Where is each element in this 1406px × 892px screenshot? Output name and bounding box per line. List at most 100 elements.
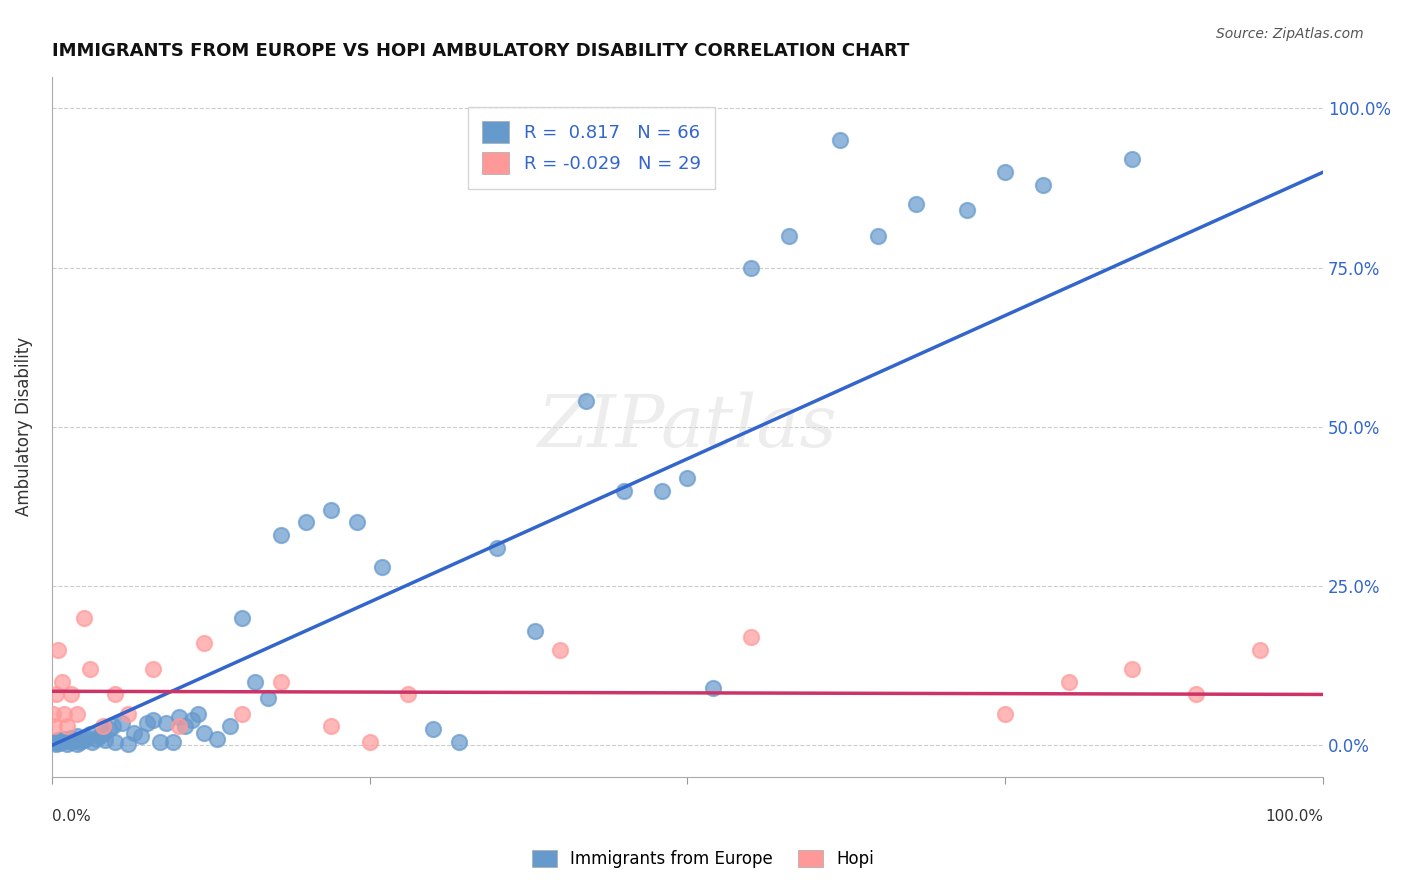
Point bbox=[396, 688, 419, 702]
Point bbox=[155, 716, 177, 731]
Text: 100.0%: 100.0% bbox=[1265, 809, 1323, 824]
Point bbox=[447, 735, 470, 749]
Point bbox=[1121, 662, 1143, 676]
Point bbox=[180, 713, 202, 727]
Point bbox=[91, 719, 114, 733]
Point bbox=[56, 719, 79, 733]
Point bbox=[371, 560, 394, 574]
Point bbox=[740, 260, 762, 275]
Point bbox=[79, 662, 101, 676]
Point bbox=[270, 528, 292, 542]
Legend: Immigrants from Europe, Hopi: Immigrants from Europe, Hopi bbox=[526, 843, 880, 875]
Point bbox=[193, 636, 215, 650]
Point bbox=[72, 732, 94, 747]
Y-axis label: Ambulatory Disability: Ambulatory Disability bbox=[15, 337, 32, 516]
Point bbox=[72, 611, 94, 625]
Point bbox=[1121, 153, 1143, 167]
Point bbox=[89, 729, 111, 743]
Point bbox=[45, 737, 67, 751]
Point bbox=[905, 197, 928, 211]
Point bbox=[136, 716, 159, 731]
Point bbox=[142, 662, 165, 676]
Point bbox=[91, 725, 114, 739]
Point bbox=[321, 719, 343, 733]
Point bbox=[485, 541, 508, 555]
Point bbox=[63, 733, 86, 747]
Point bbox=[359, 735, 381, 749]
Point bbox=[162, 735, 184, 749]
Point bbox=[79, 727, 101, 741]
Point bbox=[117, 737, 139, 751]
Point bbox=[956, 203, 979, 218]
Point bbox=[994, 165, 1017, 179]
Point bbox=[231, 706, 253, 721]
Point bbox=[346, 516, 368, 530]
Point bbox=[56, 737, 79, 751]
Point bbox=[66, 706, 89, 721]
Point bbox=[111, 716, 134, 731]
Point bbox=[129, 729, 152, 743]
Point bbox=[101, 719, 124, 733]
Point bbox=[1185, 688, 1208, 702]
Point bbox=[66, 737, 89, 751]
Point bbox=[523, 624, 546, 638]
Point bbox=[231, 611, 253, 625]
Point bbox=[46, 733, 69, 747]
Point bbox=[187, 706, 209, 721]
Point bbox=[59, 731, 82, 745]
Point bbox=[174, 719, 197, 733]
Point bbox=[193, 725, 215, 739]
Point bbox=[149, 735, 172, 749]
Point bbox=[778, 228, 800, 243]
Point bbox=[76, 731, 98, 745]
Point bbox=[104, 688, 127, 702]
Point bbox=[124, 725, 146, 739]
Point bbox=[422, 723, 444, 737]
Point bbox=[205, 732, 228, 747]
Point bbox=[59, 688, 82, 702]
Point bbox=[257, 690, 280, 705]
Point bbox=[740, 630, 762, 644]
Point bbox=[94, 733, 117, 747]
Point bbox=[167, 719, 190, 733]
Point bbox=[45, 688, 67, 702]
Point bbox=[51, 674, 73, 689]
Point bbox=[48, 736, 70, 750]
Point bbox=[69, 734, 91, 748]
Point bbox=[66, 729, 89, 743]
Point bbox=[142, 713, 165, 727]
Text: Source: ZipAtlas.com: Source: ZipAtlas.com bbox=[1216, 27, 1364, 41]
Point bbox=[167, 710, 190, 724]
Point bbox=[243, 674, 266, 689]
Legend: R =  0.817   N = 66, R = -0.029   N = 29: R = 0.817 N = 66, R = -0.029 N = 29 bbox=[468, 107, 716, 188]
Point bbox=[104, 735, 127, 749]
Point bbox=[321, 502, 343, 516]
Point bbox=[1249, 643, 1271, 657]
Point bbox=[97, 723, 120, 737]
Point bbox=[295, 516, 318, 530]
Point bbox=[702, 681, 724, 695]
Text: IMMIGRANTS FROM EUROPE VS HOPI AMBULATORY DISABILITY CORRELATION CHART: IMMIGRANTS FROM EUROPE VS HOPI AMBULATOR… bbox=[52, 42, 910, 60]
Text: ZIPatlas: ZIPatlas bbox=[537, 392, 837, 462]
Point bbox=[117, 706, 139, 721]
Point bbox=[613, 483, 636, 498]
Point bbox=[53, 732, 76, 747]
Point bbox=[270, 674, 292, 689]
Point bbox=[651, 483, 673, 498]
Point bbox=[44, 719, 66, 733]
Point bbox=[994, 706, 1017, 721]
Point bbox=[53, 706, 76, 721]
Point bbox=[46, 643, 69, 657]
Point bbox=[1057, 674, 1080, 689]
Point bbox=[218, 719, 240, 733]
Point bbox=[1032, 178, 1054, 192]
Point bbox=[44, 735, 66, 749]
Point bbox=[828, 133, 851, 147]
Point bbox=[82, 735, 104, 749]
Point bbox=[676, 471, 699, 485]
Point bbox=[868, 228, 890, 243]
Point bbox=[84, 732, 107, 747]
Text: 0.0%: 0.0% bbox=[52, 809, 90, 824]
Point bbox=[51, 734, 73, 748]
Point bbox=[550, 643, 572, 657]
